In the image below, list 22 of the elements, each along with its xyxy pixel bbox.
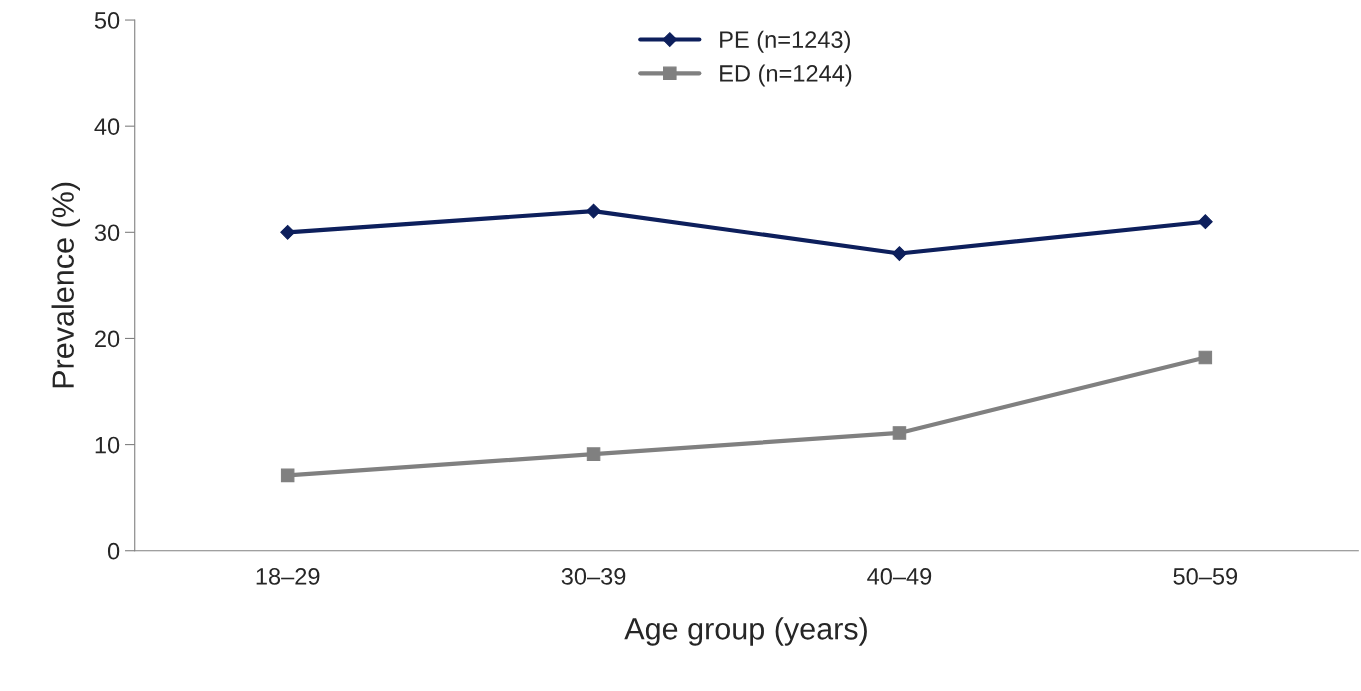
legend-label: PE (n=1243) xyxy=(720,30,850,53)
point xyxy=(1198,350,1213,365)
y-tick-label: 20 xyxy=(95,330,120,348)
y-tick-label: 50 xyxy=(94,12,120,29)
y-tick-label: 30 xyxy=(94,224,120,242)
y-axis-title: Prevalence (%) xyxy=(51,182,80,388)
point xyxy=(892,246,907,261)
point xyxy=(280,224,296,240)
x-tick-label: 40–49 xyxy=(867,568,932,585)
legend-label: ED (n=1244) xyxy=(720,64,852,87)
x-tick-label: 30–39 xyxy=(561,568,626,585)
point xyxy=(892,426,907,440)
point xyxy=(586,447,601,461)
point xyxy=(280,468,295,483)
x-tick-label: 18–29 xyxy=(256,568,320,585)
x-axis-title: Age group (years) xyxy=(624,617,867,646)
x-tick-label: 50–59 xyxy=(1173,568,1238,585)
y-tick-label: 0 xyxy=(107,542,120,560)
y-tick-label: 40 xyxy=(94,118,120,135)
point xyxy=(1197,214,1213,230)
point xyxy=(586,203,601,219)
y-tick-label: 10 xyxy=(95,436,120,454)
